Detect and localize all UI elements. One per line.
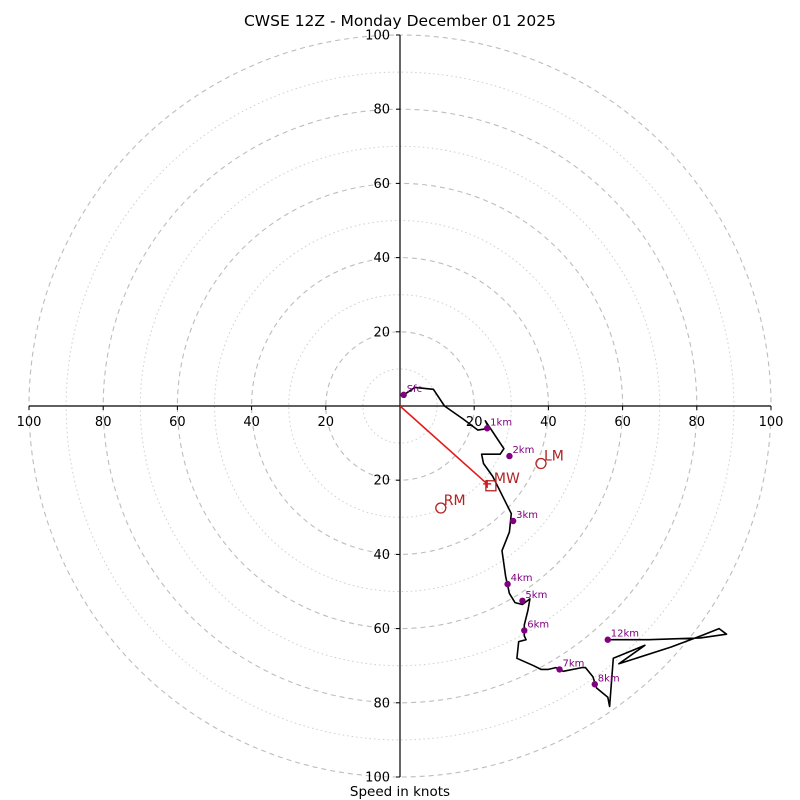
height-marker-label: 6km xyxy=(527,619,549,630)
storm-motion-label: RM xyxy=(444,493,466,509)
height-marker-7km: 7km xyxy=(556,658,585,673)
height-marker-8km: 8km xyxy=(591,673,620,688)
height-marker-dot xyxy=(604,636,611,643)
height-marker-dot xyxy=(591,681,598,688)
height-marker-2km: 2km xyxy=(506,445,534,460)
height-marker-label: 7km xyxy=(563,658,585,669)
y-tick-label: 20 xyxy=(373,325,390,340)
chart-title: CWSE 12Z - Monday December 01 2025 xyxy=(244,12,556,30)
storm-motion-label: LM xyxy=(544,449,564,465)
x-tick-label: 100 xyxy=(17,415,42,430)
storm-motion-lm: LM xyxy=(535,449,564,470)
height-marker-dot xyxy=(504,580,511,588)
storm-motion-marker xyxy=(435,502,447,514)
y-tick-label: 100 xyxy=(365,771,390,786)
height-marker-1km: 1km xyxy=(483,417,512,432)
tick-labels: 100 80 60 40 20 20 40 60 80 100 100 80 60 40 20 20 40 60 8… xyxy=(17,29,784,786)
storm-motion-marker xyxy=(535,457,547,470)
x-tick-label: 40 xyxy=(540,415,557,430)
height-marker-dot xyxy=(519,597,526,604)
storm-motion-label: MW xyxy=(494,471,520,487)
y-tick-label: 40 xyxy=(373,548,390,563)
height-marker-label: 8km xyxy=(598,673,620,684)
y-tick-label: 20 xyxy=(373,474,390,489)
height-marker-3km: 3km xyxy=(509,510,538,525)
height-marker-4km: 4km xyxy=(504,573,533,588)
x-tick-label: 100 xyxy=(759,415,784,430)
height-marker-12km: 12km xyxy=(604,629,639,643)
x-tick-label: 60 xyxy=(169,415,186,430)
height-marker-label: 12km xyxy=(611,629,639,640)
height-marker-dot xyxy=(556,666,563,673)
height-marker-Sfc: Sfc xyxy=(400,384,422,399)
x-tick-label: 80 xyxy=(95,415,112,430)
x-tick-label: 40 xyxy=(243,415,260,430)
height-marker-label: Sfc xyxy=(407,384,422,395)
height-marker-dot xyxy=(521,627,528,634)
x-tick-label: 80 xyxy=(689,415,706,430)
height-marker-dot xyxy=(509,517,517,525)
shear-vector-line xyxy=(399,405,488,485)
height-marker-5km: 5km xyxy=(519,590,547,604)
y-tick-label: 40 xyxy=(373,251,390,266)
height-marker-label: 3km xyxy=(516,510,538,521)
height-marker-label: 1km xyxy=(490,417,512,428)
y-tick-label: 100 xyxy=(365,29,390,44)
height-marker-dot xyxy=(400,391,407,399)
storm-motion-marker xyxy=(485,480,497,492)
x-tick-label: 20 xyxy=(466,415,483,430)
x-tick-label: 60 xyxy=(614,415,631,430)
height-marker-dot xyxy=(483,425,491,432)
height-marker-label: 5km xyxy=(525,590,547,601)
height-markers: Sfc 1km 2km 3km 4km 5km 6km 7km 8km 12km xyxy=(400,384,639,688)
y-tick-label: 60 xyxy=(373,177,390,192)
y-tick-label: 80 xyxy=(373,696,390,711)
x-tick-label: 20 xyxy=(318,415,335,430)
storm-motions: RM LM MW xyxy=(435,449,564,514)
x-axis-label: Speed in knots xyxy=(350,784,450,800)
height-marker-6km: 6km xyxy=(521,619,549,634)
height-marker-dot xyxy=(506,452,513,460)
height-marker-label: 2km xyxy=(512,445,534,456)
storm-motion-mw: MW xyxy=(485,471,520,492)
storm-motion-rm: RM xyxy=(435,493,466,514)
height-marker-label: 4km xyxy=(511,573,533,584)
y-tick-label: 80 xyxy=(373,103,390,118)
y-tick-label: 60 xyxy=(373,622,390,637)
